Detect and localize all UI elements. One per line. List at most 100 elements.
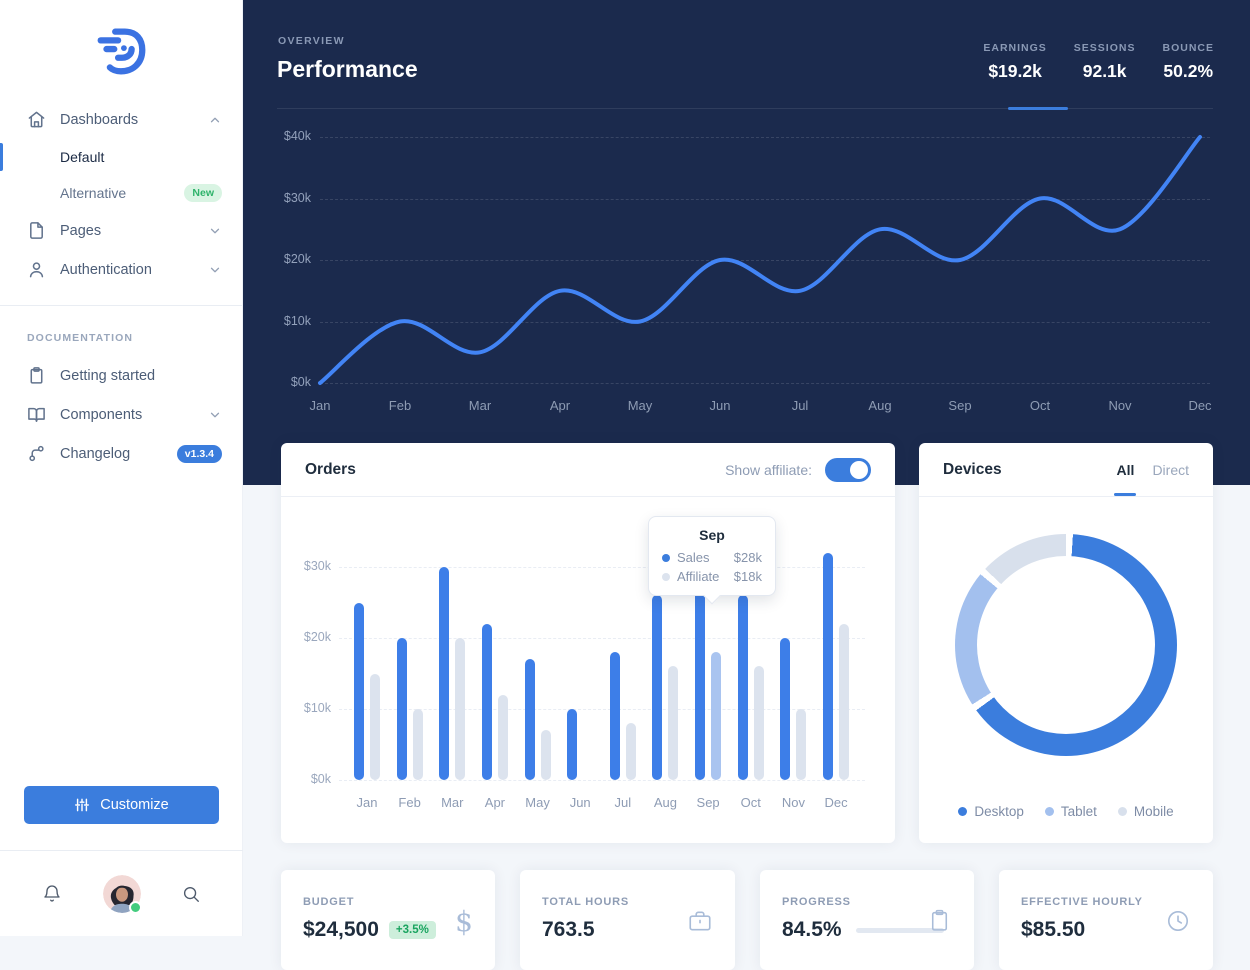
- budget-card: BUDGET $24,500 +3.5% $: [281, 870, 495, 970]
- x-tick-label: May: [525, 795, 550, 810]
- customize-button-label: Customize: [100, 797, 169, 813]
- kpi-label: TOTAL HOURS: [542, 896, 630, 908]
- sidebar-item-getting-started[interactable]: Getting started: [0, 356, 242, 395]
- x-tick-label: Jul: [791, 398, 809, 413]
- tablet-dot-icon: [1044, 807, 1054, 816]
- user-icon: [27, 260, 46, 279]
- devices-legend: Desktop Tablet Mobile: [919, 804, 1213, 819]
- gridline: [320, 321, 1210, 323]
- x-tick-label: Aug: [653, 795, 678, 810]
- x-tick-label: Apr: [484, 795, 506, 810]
- clipboard-icon: [927, 908, 952, 933]
- x-tick-label: Oct: [1029, 398, 1051, 413]
- page-title: Performance: [277, 56, 418, 82]
- stat-value: $19.2k: [988, 61, 1042, 81]
- orders-title: Orders: [305, 460, 356, 478]
- stat-earnings[interactable]: EARNINGS $19.2k: [983, 42, 1046, 82]
- legend-label: Mobile: [1133, 804, 1174, 819]
- tab-all[interactable]: All: [1116, 461, 1135, 478]
- search-icon[interactable]: [181, 884, 201, 904]
- sidebar-item-changelog[interactable]: Changelog v1.3.4: [0, 434, 242, 473]
- x-tick-label: Mar: [468, 398, 492, 413]
- briefcase-icon: [687, 908, 713, 934]
- devices-card: Devices All Direct Desktop Tablet Mobile: [919, 443, 1213, 843]
- stat-bounce[interactable]: BOUNCE 50.2%: [1162, 42, 1214, 82]
- bell-icon[interactable]: [42, 884, 62, 904]
- sidebar-item-alternative[interactable]: Alternative New: [0, 175, 242, 211]
- sidebar-item-default[interactable]: Default: [0, 139, 242, 175]
- avatar[interactable]: [102, 874, 142, 914]
- y-tick-label: $30k: [303, 559, 331, 573]
- performance-panel: OVERVIEW Performance EARNINGS $19.2k SES…: [243, 0, 1250, 485]
- chevron-down-icon: [208, 408, 222, 422]
- legend-label: Desktop: [974, 804, 1024, 819]
- sidebar: Dashboards Default Alternative New Pages: [0, 0, 243, 936]
- kpi-label: PROGRESS: [782, 896, 851, 908]
- customize-button[interactable]: Customize: [24, 786, 219, 824]
- affiliate-bar: [455, 638, 466, 780]
- toggle-knob: [850, 460, 868, 479]
- progress-bar: [855, 927, 944, 933]
- sidebar-item-label: Authentication: [60, 261, 152, 278]
- stat-sessions[interactable]: SESSIONS 92.1k: [1074, 42, 1136, 82]
- gridline: [320, 383, 1210, 384]
- gridline: [320, 260, 1210, 261]
- kpi-value: 763.5: [542, 918, 595, 941]
- tooltip-series-value: $18k: [733, 569, 762, 584]
- orders-card: Orders Show affiliate: $0k $10k $20k $30k Ja…: [281, 443, 895, 843]
- sales-bar: [396, 638, 407, 780]
- x-tick-label: May: [627, 398, 653, 413]
- x-tick-label: Jun: [569, 795, 591, 810]
- effective-hourly-card: EFFECTIVE HOURLY $85.50: [999, 870, 1213, 970]
- y-tick-label: $10k: [303, 701, 331, 715]
- gridline: [320, 137, 1210, 138]
- devices-title: Devices: [943, 460, 1002, 478]
- clock-icon: [1165, 908, 1191, 934]
- sales-bar: [609, 652, 620, 780]
- x-tick-label: Jun: [709, 398, 731, 413]
- sidebar-item-pages[interactable]: Pages: [0, 211, 242, 250]
- sidebar-item-label: Getting started: [60, 367, 156, 384]
- x-tick-label: Sep: [696, 795, 720, 810]
- y-tick-label: $30k: [283, 190, 311, 205]
- sidebar-divider: [0, 305, 242, 306]
- devices-card-header: Devices All Direct: [919, 443, 1213, 497]
- x-tick-label: Dec: [824, 795, 848, 810]
- sales-bar: [354, 602, 364, 780]
- chevron-down-icon: [208, 263, 222, 277]
- x-tick-label: Aug: [868, 398, 892, 413]
- brand-logo[interactable]: [0, 0, 242, 100]
- sidebar-item-components[interactable]: Components: [0, 395, 242, 434]
- chart-tooltip: Sep Sales $28k Affiliate $18k: [648, 516, 776, 605]
- sales-bar: [652, 595, 663, 780]
- affiliate-toggle[interactable]: [825, 457, 871, 482]
- sales-bar: [737, 595, 748, 780]
- gridline: [339, 780, 865, 781]
- tab-direct[interactable]: Direct: [1152, 461, 1189, 478]
- devices-tabs: All Direct: [1117, 462, 1189, 478]
- affiliate-bar: [753, 666, 764, 780]
- x-tick-label: Mar: [441, 795, 464, 810]
- x-tick-label: Dec: [1188, 398, 1212, 413]
- legend-item-tablet: Tablet: [1044, 804, 1097, 819]
- affiliate-toggle-label: Show affiliate:: [725, 461, 812, 478]
- x-tick-label: Jul: [614, 795, 632, 810]
- tooltip-series-label: Sales: [677, 550, 710, 565]
- clipboard-icon: [27, 366, 46, 385]
- affiliate-bar: [497, 694, 508, 780]
- chevron-up-icon: [208, 113, 222, 127]
- y-tick-label: $10k: [283, 313, 311, 328]
- active-stat-underline: [1008, 107, 1068, 110]
- stat-label: EARNINGS: [983, 42, 1047, 54]
- gridline: [339, 567, 865, 568]
- sidebar-item-label: Changelog: [60, 445, 131, 462]
- sidebar-section-label: DOCUMENTATION: [27, 332, 134, 344]
- y-tick-label: $0k: [290, 375, 311, 389]
- sidebar-item-dashboards[interactable]: Dashboards: [0, 100, 242, 139]
- x-tick-label: Feb: [388, 398, 412, 413]
- gridline: [339, 638, 865, 639]
- overview-eyebrow: OVERVIEW: [278, 35, 345, 47]
- sidebar-item-authentication[interactable]: Authentication: [0, 250, 242, 289]
- x-tick-label: Sep: [948, 398, 972, 413]
- mobile-dot-icon: [1117, 807, 1127, 816]
